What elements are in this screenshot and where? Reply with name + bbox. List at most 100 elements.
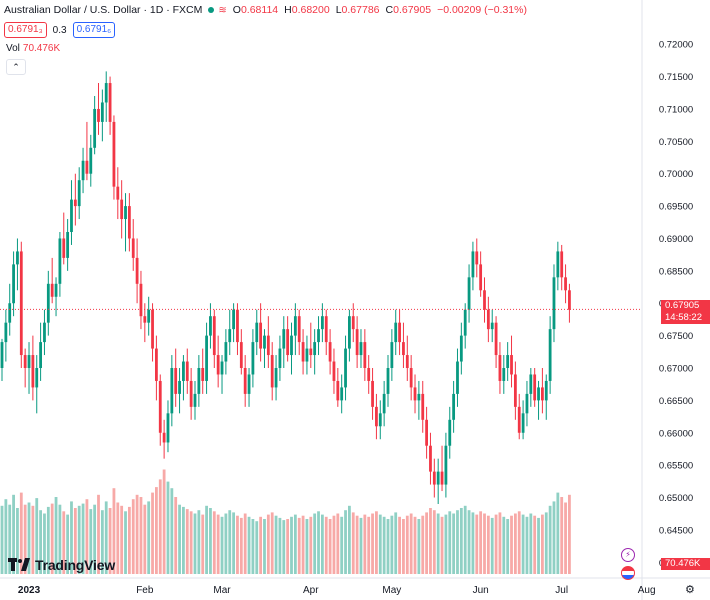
candle-body	[100, 102, 104, 122]
candle-body	[297, 316, 301, 343]
time-tick-label: 2023	[18, 585, 41, 596]
candle-body	[116, 186, 120, 200]
volume-bar	[93, 504, 97, 574]
volume-bar	[340, 516, 344, 574]
candle-body	[494, 322, 498, 356]
volume-bar	[556, 492, 560, 574]
volume-bar	[405, 515, 409, 574]
price-tick-label: 0.70000	[659, 169, 693, 180]
open-value: 0.68114	[240, 4, 279, 16]
volume-bar	[201, 514, 205, 574]
candle-body	[131, 238, 135, 258]
candle-body	[409, 368, 413, 388]
volume-bar	[552, 501, 556, 574]
volume-bar	[402, 519, 405, 574]
tradingview-logo[interactable]: TradingView	[8, 557, 115, 573]
volume-bar	[266, 514, 270, 574]
volume-bar	[135, 494, 139, 574]
candle-body	[402, 342, 405, 356]
volume-bar	[483, 513, 486, 574]
candle-body	[332, 361, 336, 381]
market-status-icon[interactable]: ≋	[218, 4, 227, 16]
candle-body	[212, 316, 216, 356]
volume-bar	[212, 511, 216, 574]
candle-body	[274, 368, 278, 388]
candle-body	[278, 348, 282, 368]
collapse-legend-button[interactable]: ⌃	[6, 59, 26, 75]
candle-body	[0, 342, 4, 368]
volume-bar	[394, 512, 398, 574]
candle-body	[421, 393, 425, 420]
volume-bar	[174, 497, 178, 574]
market-open-dot	[208, 7, 215, 13]
volume-bar	[124, 511, 127, 574]
tradingview-logo-icon	[8, 558, 30, 571]
volume-bar	[158, 479, 162, 574]
candle-body	[73, 199, 77, 207]
candle-body	[552, 277, 556, 330]
candle-body	[58, 238, 62, 284]
volume-bar	[66, 514, 70, 574]
high-label: H	[284, 4, 292, 16]
candle-body	[417, 393, 421, 401]
candle-body	[135, 257, 139, 284]
price-tick-label: 0.66000	[659, 428, 693, 439]
gear-icon[interactable]: ⚙	[685, 584, 695, 596]
volume-bar	[236, 515, 239, 574]
candle-body	[143, 316, 147, 323]
price-tick-label: 0.65500	[659, 461, 693, 472]
volume-bar	[151, 492, 154, 574]
candle-body	[209, 316, 212, 336]
low-value: 0.67786	[341, 4, 380, 16]
volume-bar	[375, 511, 378, 574]
candle-body	[16, 251, 19, 265]
candle-body	[510, 355, 513, 375]
candle-body	[66, 232, 70, 258]
candle-body	[440, 471, 444, 485]
candle-body	[282, 329, 286, 349]
volume-bar	[494, 514, 498, 574]
buy-button[interactable]: 0.6791₆	[72, 22, 116, 38]
volume-bar	[440, 516, 444, 574]
volume-legend[interactable]: Vol 70.476K	[6, 43, 60, 54]
candle-body	[313, 342, 317, 356]
time-axis[interactable]: 2023 Feb Mar Apr May Jun Jul Aug	[18, 585, 656, 596]
candle-body	[266, 335, 270, 356]
candle-body	[232, 309, 235, 330]
volume-bar	[560, 497, 564, 574]
close-value: 0.67905	[393, 4, 432, 16]
volume-bar	[444, 514, 448, 574]
volume-bar	[510, 515, 513, 574]
candle-body	[4, 322, 8, 343]
lightning-event-icon[interactable]: ⚡	[621, 548, 635, 562]
symbol-title[interactable]: Australian Dollar / U.S. Dollar · 1D · F…	[4, 4, 203, 16]
time-tick-label: Feb	[136, 585, 154, 596]
candle-body	[320, 316, 324, 330]
spread-value: 0.3	[52, 24, 67, 36]
time-tick-label: Apr	[303, 585, 319, 596]
volume-bar	[39, 510, 42, 574]
volume-label: Vol	[6, 43, 20, 54]
volume-bar	[490, 517, 494, 574]
volume-bar	[255, 521, 259, 574]
current-price-value: 0.67905	[665, 300, 700, 311]
candle-body	[506, 355, 510, 368]
volume-bar	[336, 513, 340, 574]
candle-body	[270, 355, 274, 388]
candle-body	[513, 374, 517, 407]
candle-body	[456, 361, 459, 394]
volume-bar	[12, 494, 15, 574]
candle-body	[158, 380, 162, 433]
volume-bar	[143, 504, 147, 574]
us-flag-event-icon[interactable]	[621, 566, 635, 580]
candle-body	[560, 251, 564, 278]
volume-value: 70.476K	[22, 43, 61, 54]
volume-bar	[436, 513, 440, 574]
trade-panel: 0.6791₃ 0.3 0.6791₆	[4, 22, 116, 38]
volume-bar	[170, 488, 174, 574]
volume-bar	[290, 516, 293, 574]
volume-bar	[382, 516, 386, 574]
sell-button[interactable]: 0.6791₃	[4, 22, 47, 38]
